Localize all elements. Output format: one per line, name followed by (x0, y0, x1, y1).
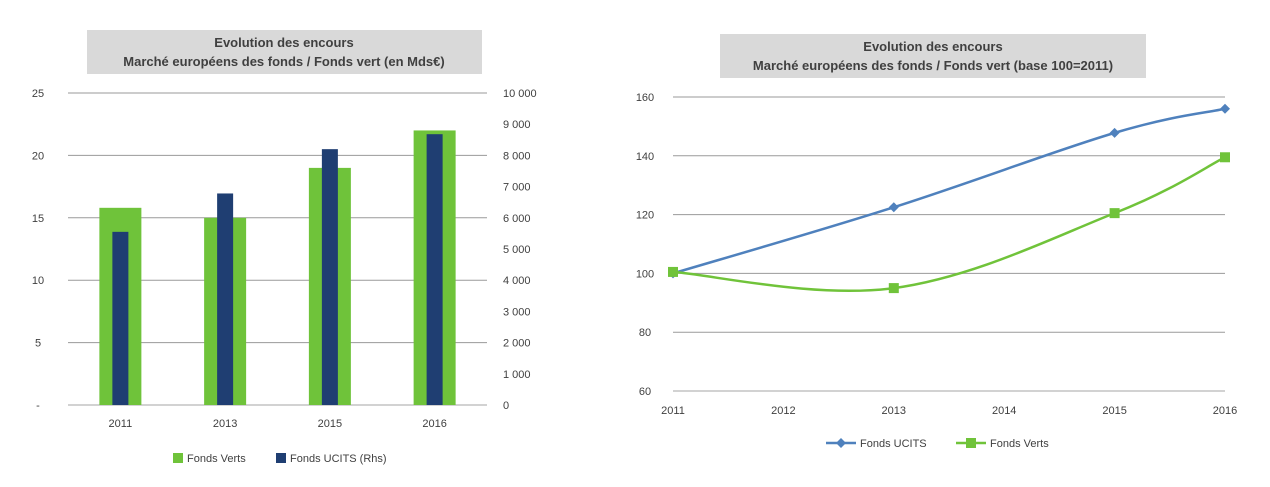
y-tick-label: 120 (636, 210, 654, 222)
bar-fonds-ucits-2016 (426, 134, 443, 405)
y-tick-label: 140 (636, 151, 654, 163)
bar-fonds-ucits-2013 (217, 193, 234, 405)
legend-label-fonds-ucits: Fonds UCITS (860, 438, 927, 450)
bar-chart-title-line2: Marché européens des fonds / Fonds vert … (123, 54, 444, 69)
y-right-tick-label: 0 (503, 400, 509, 412)
y-right-tick-label: 3 000 (503, 306, 531, 318)
y-left-tick-label: 10 (32, 275, 44, 287)
legend-swatch-fonds-ucits-rhs (276, 453, 286, 463)
bar-fonds-ucits-2015 (321, 149, 338, 405)
point-fonds-ucits-2013 (888, 202, 899, 213)
point-fonds-ucits-2015 (1109, 127, 1120, 138)
y-right-tick-label: 5 000 (503, 244, 531, 256)
x-tick-label: 2012 (771, 405, 795, 417)
y-left-tick-label: 25 (32, 88, 44, 100)
x-tick-label: 2016 (422, 418, 446, 430)
line-fonds-ucits (672, 107, 1226, 275)
x-tick-label: 2014 (992, 405, 1016, 417)
legend-swatch-fonds-verts (173, 453, 183, 463)
bar-chart-legend: Fonds Verts Fonds UCITS (Rhs) (173, 453, 387, 465)
legend-label-fonds-verts: Fonds Verts (990, 438, 1049, 450)
y-right-tick-label: 6 000 (503, 213, 531, 225)
x-tick-label: 2016 (1213, 405, 1237, 417)
y-left-tick-label: - (36, 400, 40, 412)
legend-marker-fonds-verts (966, 438, 976, 448)
bar-chart: Evolution des encours Marché européens d… (32, 30, 537, 465)
bar-fonds-ucits-2011 (112, 231, 129, 405)
line-fonds-verts (672, 156, 1226, 293)
y-right-tick-label: 2 000 (503, 338, 531, 350)
y-right-tick-label: 7 000 (503, 182, 531, 194)
y-right-tick-label: 4 000 (503, 275, 531, 287)
y-tick-label: 160 (636, 92, 654, 104)
y-right-tick-label: 1 000 (503, 369, 531, 381)
line-chart-title-line2: Marché européens des fonds / Fonds vert … (753, 58, 1113, 73)
point-fonds-ucits-2016 (1220, 103, 1230, 114)
bar-chart-title-line1: Evolution des encours (214, 35, 353, 50)
y-left-tick-label: 20 (32, 150, 44, 162)
legend-label-fonds-verts: Fonds Verts (187, 453, 246, 465)
y-tick-label: 80 (639, 327, 651, 339)
line-chart: Evolution des encours Marché européens d… (636, 34, 1237, 450)
point-fonds-verts-2015 (1109, 208, 1120, 219)
x-tick-label: 2013 (882, 405, 906, 417)
y-tick-label: 100 (636, 268, 654, 280)
point-fonds-verts-2011 (668, 266, 678, 277)
y-left-tick-label: 15 (32, 213, 44, 225)
line-chart-title-box (720, 34, 1146, 78)
point-fonds-verts-2013 (888, 283, 899, 294)
line-chart-legend: Fonds UCITS Fonds Verts (826, 438, 1049, 450)
x-tick-label: 2011 (661, 405, 685, 417)
y-right-tick-label: 10 000 (503, 88, 537, 100)
bar-chart-title-box (87, 30, 482, 74)
line-chart-title-line1: Evolution des encours (863, 39, 1002, 54)
legend-label-fonds-ucits-rhs: Fonds UCITS (Rhs) (290, 453, 387, 465)
y-right-tick-label: 9 000 (503, 119, 531, 131)
legend-marker-fonds-ucits (836, 438, 846, 448)
x-tick-label: 2015 (1102, 405, 1126, 417)
y-right-tick-label: 8 000 (503, 150, 531, 162)
y-tick-label: 60 (639, 386, 651, 398)
x-tick-label: 2015 (318, 418, 342, 430)
point-fonds-verts-2016 (1220, 152, 1230, 163)
y-left-tick-label: 5 (35, 338, 41, 350)
x-tick-label: 2011 (109, 418, 133, 430)
x-tick-label: 2013 (213, 418, 237, 430)
